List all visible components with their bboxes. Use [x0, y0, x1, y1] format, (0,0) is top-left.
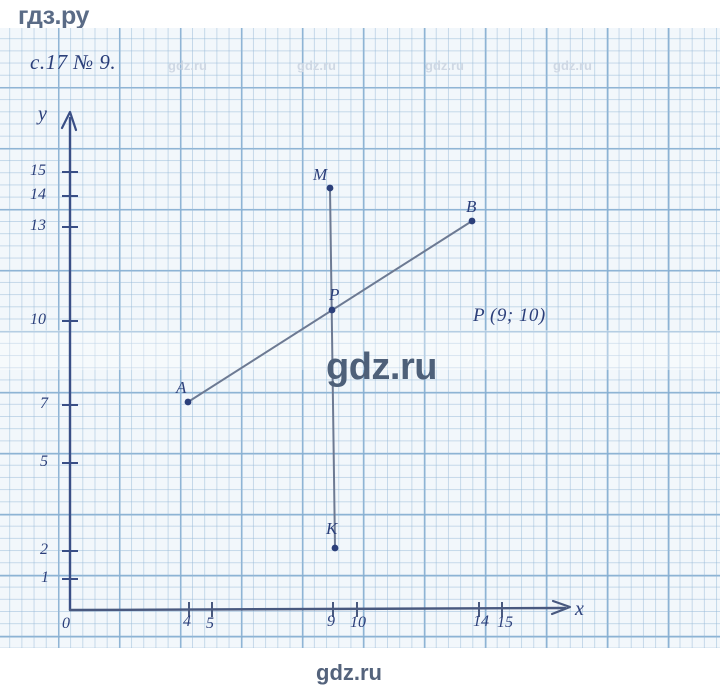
y-tick-label-10: 10 — [30, 311, 46, 328]
x-tick-label-9: 9 — [327, 613, 335, 630]
point-label-A: A — [176, 378, 187, 397]
point-label-K: K — [326, 519, 338, 538]
origin-label: 0 — [62, 615, 70, 632]
site-logo-top: гдз.ру — [18, 2, 89, 30]
x-tick-label-14: 14 — [473, 613, 489, 630]
x-axis-label: x — [575, 598, 584, 620]
answer-annotation: P (9; 10) — [473, 305, 546, 326]
watermark-small-4: gdz.ru — [553, 58, 592, 73]
watermark-small-3: gdz.ru — [425, 58, 464, 73]
x-tick-label-5: 5 — [206, 615, 214, 632]
x-tick-label-10: 10 — [350, 614, 366, 631]
watermark-small-1: gdz.ru — [168, 58, 207, 73]
y-tick-label-14: 14 — [30, 186, 46, 203]
x-tick-label-15: 15 — [497, 614, 513, 631]
task-label: c.17 № 9. — [30, 50, 117, 74]
y-tick-label-2: 2 — [40, 541, 48, 558]
y-tick-label-1: 1 — [41, 569, 49, 586]
watermark-center: gdz.ru — [326, 346, 437, 388]
watermark-small-2: gdz.ru — [297, 58, 336, 73]
y-axis-label: y — [38, 103, 47, 125]
site-logo-bottom: gdz.ru — [316, 660, 382, 685]
point-label-B: B — [466, 197, 477, 216]
graph-paper — [0, 28, 720, 648]
point-label-P: P — [329, 285, 340, 304]
y-tick-label-13: 13 — [30, 217, 46, 234]
point-label-M: M — [313, 165, 328, 184]
y-tick-label-7: 7 — [40, 395, 48, 412]
y-tick-label-15: 15 — [30, 162, 46, 179]
y-tick-label-5: 5 — [40, 453, 48, 470]
x-tick-label-4: 4 — [183, 613, 191, 630]
